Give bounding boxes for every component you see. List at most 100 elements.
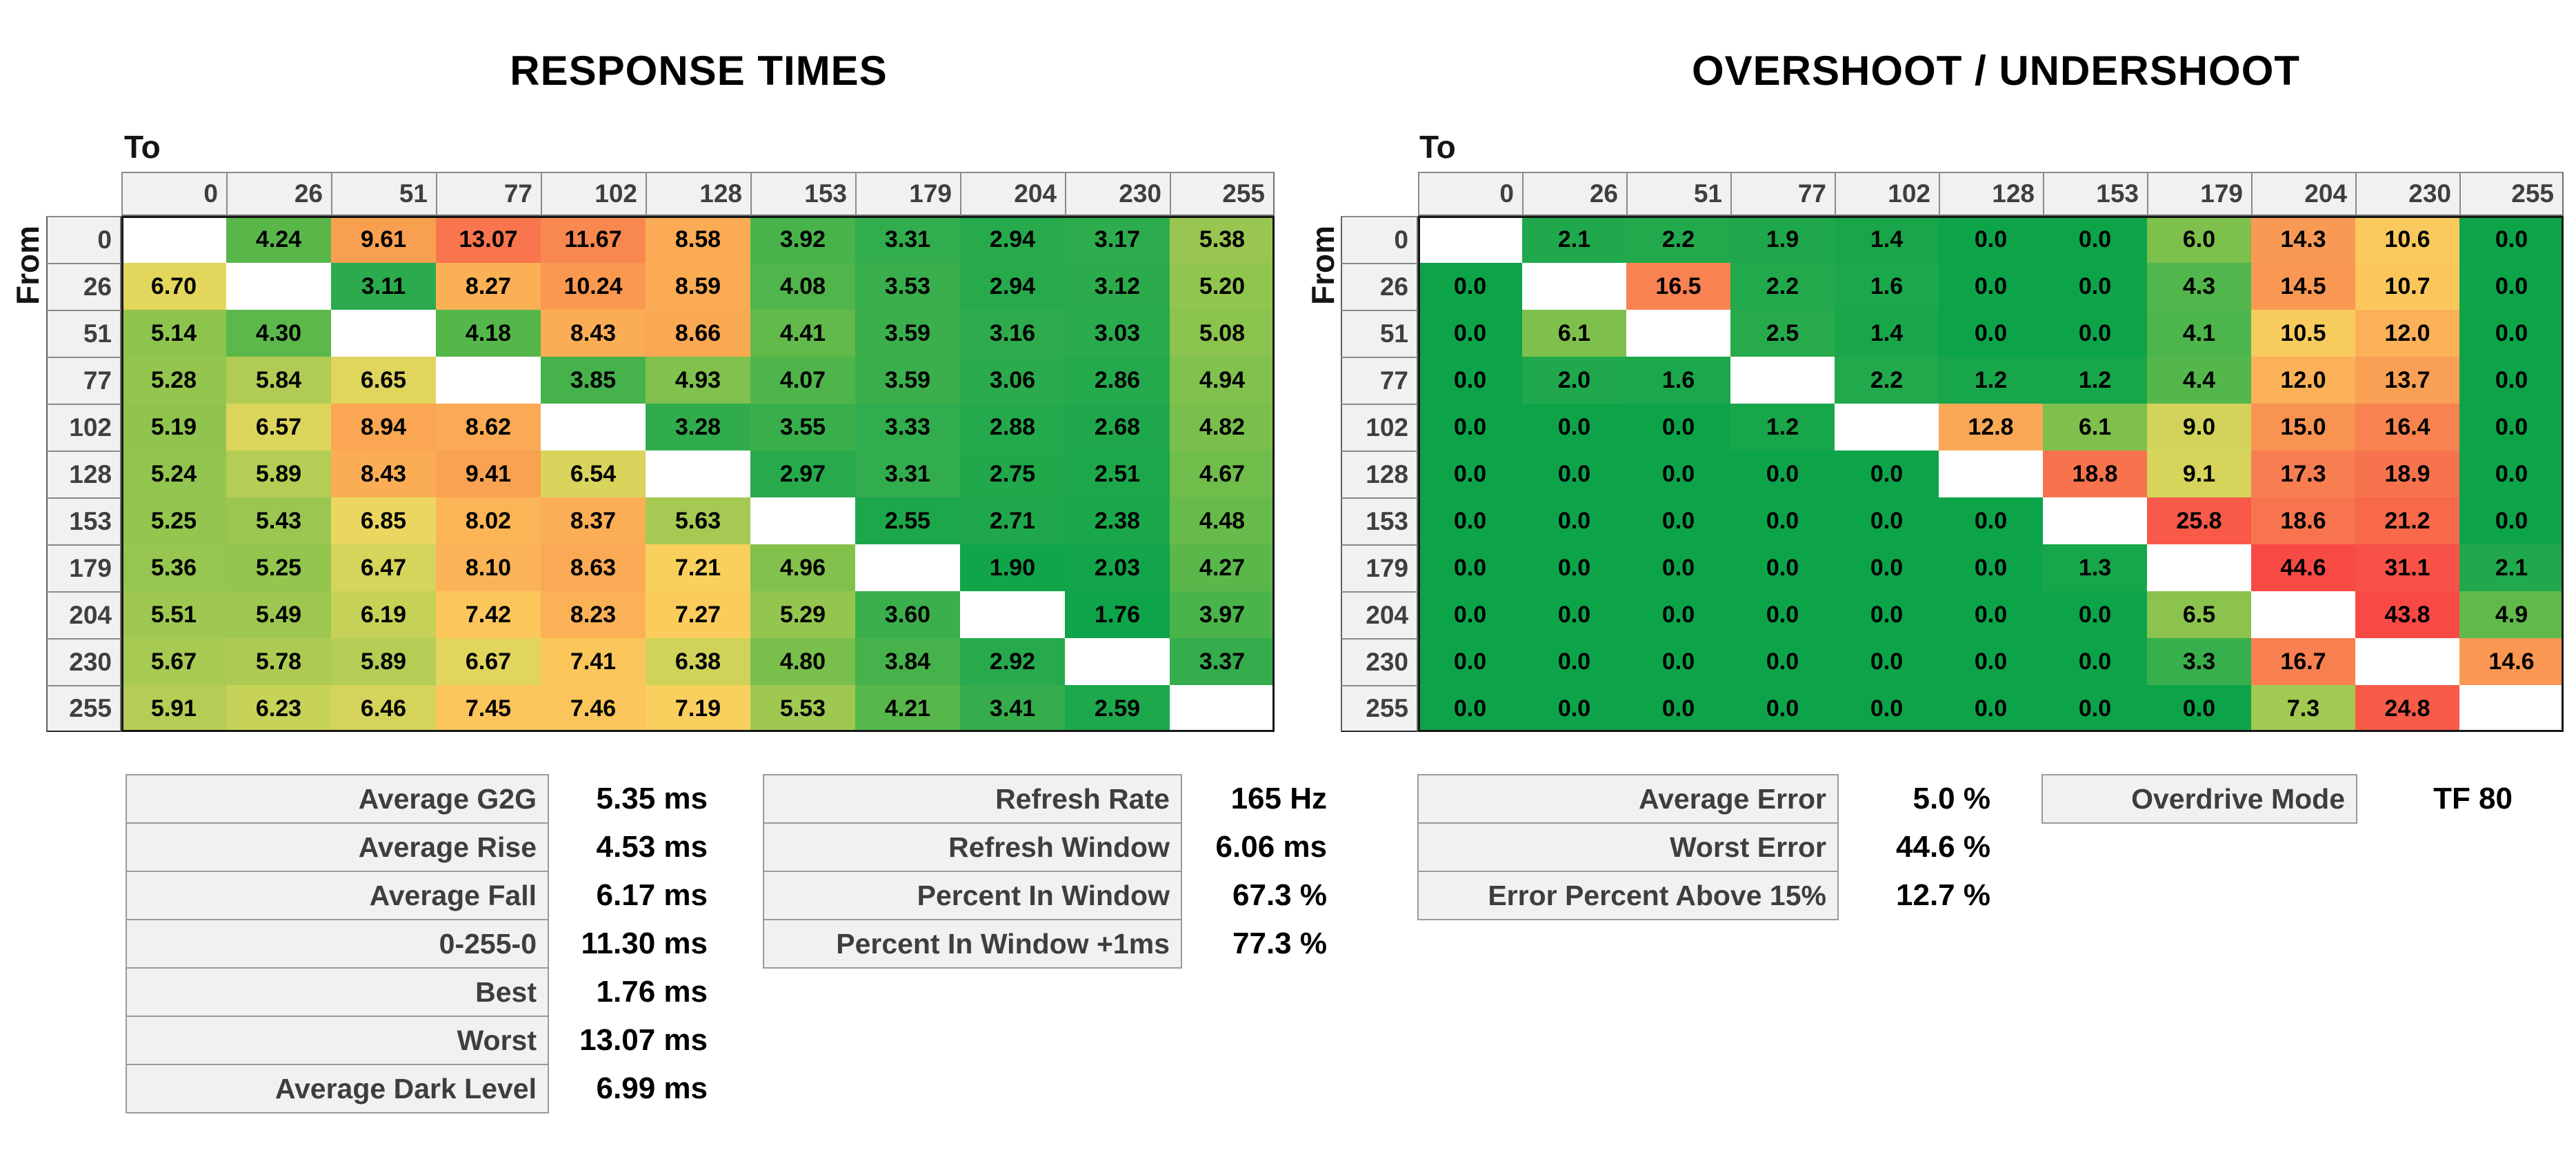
col-header-255: 255 <box>1170 172 1275 216</box>
heatmap-cell: 4.07 <box>750 357 855 404</box>
heatmap-cell: 5.63 <box>646 497 750 544</box>
heatmap-cell: 10.6 <box>2355 216 2459 263</box>
row-header-102: 102 <box>1341 404 1418 450</box>
row-header-230: 230 <box>46 638 121 685</box>
heatmap-cell: 5.89 <box>226 450 331 497</box>
heatmap-cell: 1.6 <box>1835 263 1939 310</box>
stat-value: 5.35 ms <box>596 782 708 815</box>
heatmap-cell: 0.0 <box>1939 591 2043 638</box>
heatmap-cell: 4.93 <box>646 357 750 404</box>
heatmap-cell: 10.24 <box>541 263 646 310</box>
stat-label: Error Percent Above 15% <box>1417 871 1839 920</box>
stat-label: Overdrive Mode <box>2041 774 2357 824</box>
heatmap-cell: 0.0 <box>1626 404 1730 450</box>
heatmap-cell: 0.0 <box>1730 591 1835 638</box>
row-header-51: 51 <box>1341 310 1418 357</box>
error-stats-panel: Average Error 5.0 % Worst Error 44.6 % Error… <box>1417 774 1990 920</box>
stat-label: Average Dark Level <box>126 1064 549 1113</box>
heatmap-cell: 5.20 <box>1170 263 1275 310</box>
heatmap-cell: 4.67 <box>1170 450 1275 497</box>
heatmap-cell: 6.57 <box>226 404 331 450</box>
heatmap-cell <box>2355 638 2459 685</box>
heatmap-cell: 1.2 <box>2043 357 2147 404</box>
heatmap-cell: 3.16 <box>960 310 1065 357</box>
heatmap-cell: 0.0 <box>1939 544 2043 591</box>
stat-value: TF 80 <box>2433 782 2513 815</box>
heatmap-cell: 5.19 <box>121 404 226 450</box>
heatmap-cell <box>1730 357 1835 404</box>
heatmap-cell: 1.90 <box>960 544 1065 591</box>
heatmap-cell: 3.17 <box>1065 216 1170 263</box>
heatmap-cell <box>2251 591 2355 638</box>
overshoot-from-axis-label: From <box>1305 226 1341 305</box>
heatmap-cell: 4.24 <box>226 216 331 263</box>
heatmap-cell: 5.14 <box>121 310 226 357</box>
heatmap-cell: 0.0 <box>1939 263 2043 310</box>
heatmap-cell <box>436 357 541 404</box>
heatmap-cell: 17.3 <box>2251 450 2355 497</box>
heatmap-cell: 8.94 <box>331 404 436 450</box>
stats-row: 0-255-0 11.30 ms <box>126 919 708 969</box>
heatmap-cell: 6.5 <box>2147 591 2251 638</box>
heatmap-cell: 2.71 <box>960 497 1065 544</box>
heatmap-cell: 7.27 <box>646 591 750 638</box>
heatmap-cell <box>541 404 646 450</box>
col-header-102: 102 <box>1835 172 1939 216</box>
stats-row: Best 1.76 ms <box>126 967 708 1017</box>
heatmap-cell <box>2147 544 2251 591</box>
heatmap-cell: 0.0 <box>1522 638 1626 685</box>
col-header-230: 230 <box>1065 172 1170 216</box>
heatmap-cell: 3.03 <box>1065 310 1170 357</box>
heatmap-cell: 8.63 <box>541 544 646 591</box>
heatmap-cell: 1.9 <box>1730 216 1835 263</box>
heatmap-cell: 14.6 <box>2459 638 2564 685</box>
heatmap-cell: 0.0 <box>1730 638 1835 685</box>
heatmap-cell: 0.0 <box>2043 591 2147 638</box>
row-header-255: 255 <box>1341 685 1418 732</box>
heatmap-cell: 0.0 <box>1626 544 1730 591</box>
heatmap-cell: 5.24 <box>121 450 226 497</box>
row-header-51: 51 <box>46 310 121 357</box>
col-header-77: 77 <box>436 172 541 216</box>
heatmap-cell: 8.62 <box>436 404 541 450</box>
row-header-26: 26 <box>1341 263 1418 310</box>
row-header-77: 77 <box>1341 357 1418 404</box>
heatmap-cell: 0.0 <box>1626 497 1730 544</box>
heatmap-cell: 6.47 <box>331 544 436 591</box>
row-header-255: 255 <box>46 685 121 732</box>
stat-label: Best <box>126 967 549 1017</box>
heatmap-cell: 0.0 <box>2043 216 2147 263</box>
heatmap-cell: 5.08 <box>1170 310 1275 357</box>
heatmap-cell: 3.31 <box>855 216 960 263</box>
heatmap-cell: 1.2 <box>1939 357 2043 404</box>
heatmap-cell: 6.85 <box>331 497 436 544</box>
heatmap-cell: 0.0 <box>1418 544 1522 591</box>
heatmap-cell: 2.68 <box>1065 404 1170 450</box>
heatmap-cell: 8.37 <box>541 497 646 544</box>
heatmap-cell: 3.3 <box>2147 638 2251 685</box>
heatmap-cell: 4.41 <box>750 310 855 357</box>
heatmap-cell: 0.0 <box>2459 310 2564 357</box>
heatmap-cell: 2.0 <box>1522 357 1626 404</box>
heatmap-cell: 0.0 <box>1626 591 1730 638</box>
stat-value: 5.0 % <box>1913 782 1990 815</box>
heatmap-cell: 5.53 <box>750 685 855 732</box>
heatmap-cell: 6.38 <box>646 638 750 685</box>
heatmap-cell: 6.0 <box>2147 216 2251 263</box>
heatmap-cell: 8.43 <box>541 310 646 357</box>
heatmap-cell: 7.41 <box>541 638 646 685</box>
heatmap-cell: 14.3 <box>2251 216 2355 263</box>
heatmap-cell: 6.67 <box>436 638 541 685</box>
heatmap-cell: 0.0 <box>1626 685 1730 732</box>
heatmap-cell: 4.30 <box>226 310 331 357</box>
overshoot-to-axis-label: To <box>1419 129 1456 165</box>
heatmap-cell <box>750 497 855 544</box>
heatmap-cell: 1.4 <box>1835 310 1939 357</box>
heatmap-cell: 3.92 <box>750 216 855 263</box>
heatmap-cell: 2.97 <box>750 450 855 497</box>
heatmap-cell: 2.1 <box>2459 544 2564 591</box>
stat-label: Refresh Window <box>763 822 1182 872</box>
heatmap-cell: 3.55 <box>750 404 855 450</box>
heatmap-cell: 0.0 <box>1835 591 1939 638</box>
